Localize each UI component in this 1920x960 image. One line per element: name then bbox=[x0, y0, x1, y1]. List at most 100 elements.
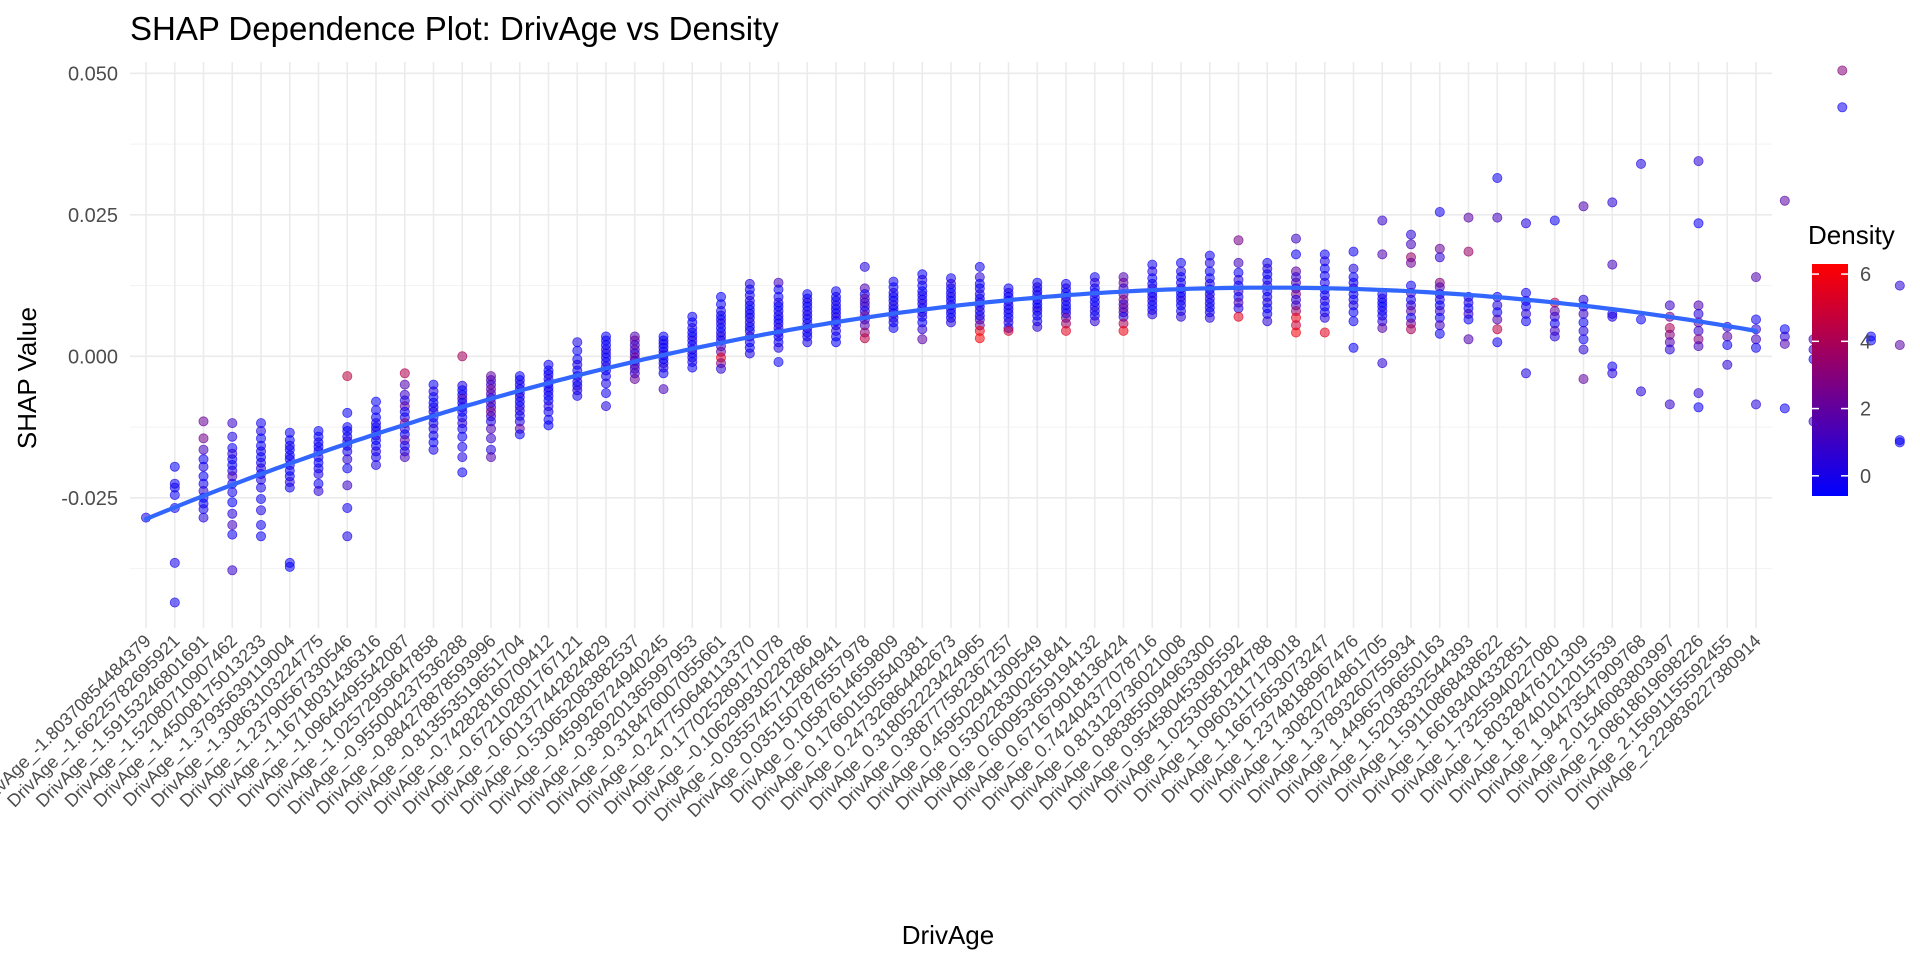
gridlines bbox=[130, 62, 1772, 628]
data-point bbox=[572, 390, 583, 401]
data-point bbox=[543, 420, 554, 431]
data-point bbox=[313, 468, 324, 479]
data-point bbox=[198, 444, 209, 455]
x-axis-ticks: DrivAge_-1.80370854484379DrivAge_-1.6622… bbox=[0, 631, 1766, 826]
data-point bbox=[1722, 359, 1733, 370]
data-point bbox=[370, 396, 381, 407]
data-point bbox=[1607, 259, 1618, 270]
data-point bbox=[342, 371, 353, 382]
data-point bbox=[198, 461, 209, 472]
data-point bbox=[457, 441, 468, 452]
data-point bbox=[1406, 229, 1417, 240]
data-point bbox=[572, 337, 583, 348]
data-point bbox=[773, 342, 784, 353]
data-point bbox=[1377, 249, 1388, 260]
data-point bbox=[1492, 324, 1503, 335]
data-point bbox=[255, 520, 266, 531]
data-point bbox=[284, 482, 295, 493]
data-point bbox=[1061, 325, 1072, 336]
data-point bbox=[1894, 280, 1905, 291]
data-point bbox=[1837, 65, 1848, 76]
scatter-points bbox=[140, 65, 1905, 608]
data-point bbox=[1578, 317, 1589, 328]
data-point bbox=[888, 322, 899, 333]
data-point bbox=[802, 337, 813, 348]
data-point bbox=[198, 433, 209, 444]
data-point bbox=[1434, 206, 1445, 217]
data-point bbox=[342, 502, 353, 513]
data-point bbox=[1463, 314, 1474, 325]
data-point bbox=[773, 356, 784, 367]
data-point bbox=[1751, 399, 1762, 410]
data-point bbox=[1176, 311, 1187, 322]
data-point bbox=[1348, 307, 1359, 318]
data-point bbox=[1751, 272, 1762, 283]
data-point bbox=[1578, 334, 1589, 345]
y-axis-ticks: -0.025 0.000 0.025 0.050 bbox=[61, 63, 118, 510]
data-point bbox=[1434, 320, 1445, 331]
data-point bbox=[687, 362, 698, 373]
data-point bbox=[1693, 325, 1704, 336]
data-point bbox=[1636, 386, 1647, 397]
data-point bbox=[1348, 263, 1359, 274]
data-point bbox=[1693, 300, 1704, 311]
data-point bbox=[1434, 243, 1445, 254]
data-point bbox=[198, 504, 209, 515]
data-point bbox=[1578, 325, 1589, 336]
data-point bbox=[227, 565, 238, 576]
data-point bbox=[1406, 257, 1417, 268]
data-point bbox=[917, 324, 928, 335]
data-point bbox=[1377, 215, 1388, 226]
data-point bbox=[946, 317, 957, 328]
data-point bbox=[1636, 314, 1647, 325]
data-point bbox=[1549, 331, 1560, 342]
data-point bbox=[1147, 309, 1158, 320]
data-point bbox=[457, 467, 468, 478]
data-point bbox=[1463, 212, 1474, 223]
data-point bbox=[1693, 218, 1704, 229]
data-point bbox=[1032, 321, 1043, 332]
data-point bbox=[1578, 201, 1589, 212]
data-point bbox=[1233, 257, 1244, 268]
data-point bbox=[485, 452, 496, 463]
data-point bbox=[974, 261, 985, 272]
data-point bbox=[198, 416, 209, 427]
data-point bbox=[1319, 312, 1330, 323]
y-tick-label: 0.025 bbox=[68, 205, 118, 227]
data-point bbox=[1607, 197, 1618, 208]
data-point bbox=[1176, 257, 1187, 268]
data-point bbox=[1521, 218, 1532, 229]
data-point bbox=[370, 459, 381, 470]
data-point bbox=[1837, 102, 1848, 113]
data-point bbox=[227, 418, 238, 429]
data-point bbox=[1693, 308, 1704, 319]
y-axis-title: SHAP Value bbox=[12, 307, 42, 449]
data-point bbox=[284, 561, 295, 572]
data-point bbox=[1578, 308, 1589, 319]
data-point bbox=[255, 505, 266, 516]
y-tick-label: -0.025 bbox=[61, 488, 118, 510]
data-point bbox=[1492, 172, 1503, 183]
chart-title: SHAP Dependence Plot: DrivAge vs Density bbox=[130, 10, 779, 47]
data-point bbox=[1866, 335, 1877, 346]
data-point bbox=[169, 597, 180, 608]
data-point bbox=[572, 345, 583, 356]
legend-tick-label: 0 bbox=[1860, 466, 1871, 488]
data-point bbox=[1377, 322, 1388, 333]
data-point bbox=[1406, 324, 1417, 335]
legend-tick-label: 6 bbox=[1860, 264, 1871, 286]
data-point bbox=[1607, 311, 1618, 322]
data-point bbox=[1693, 341, 1704, 352]
data-point bbox=[1262, 316, 1273, 327]
data-point bbox=[198, 512, 209, 523]
data-point bbox=[1521, 316, 1532, 327]
data-point bbox=[1348, 316, 1359, 327]
data-point bbox=[1636, 158, 1647, 169]
data-point bbox=[227, 520, 238, 531]
data-point bbox=[1319, 327, 1330, 338]
data-point bbox=[255, 482, 266, 493]
data-point bbox=[601, 378, 612, 389]
data-point bbox=[1549, 215, 1560, 226]
data-point bbox=[1348, 246, 1359, 257]
data-point bbox=[1291, 249, 1302, 260]
